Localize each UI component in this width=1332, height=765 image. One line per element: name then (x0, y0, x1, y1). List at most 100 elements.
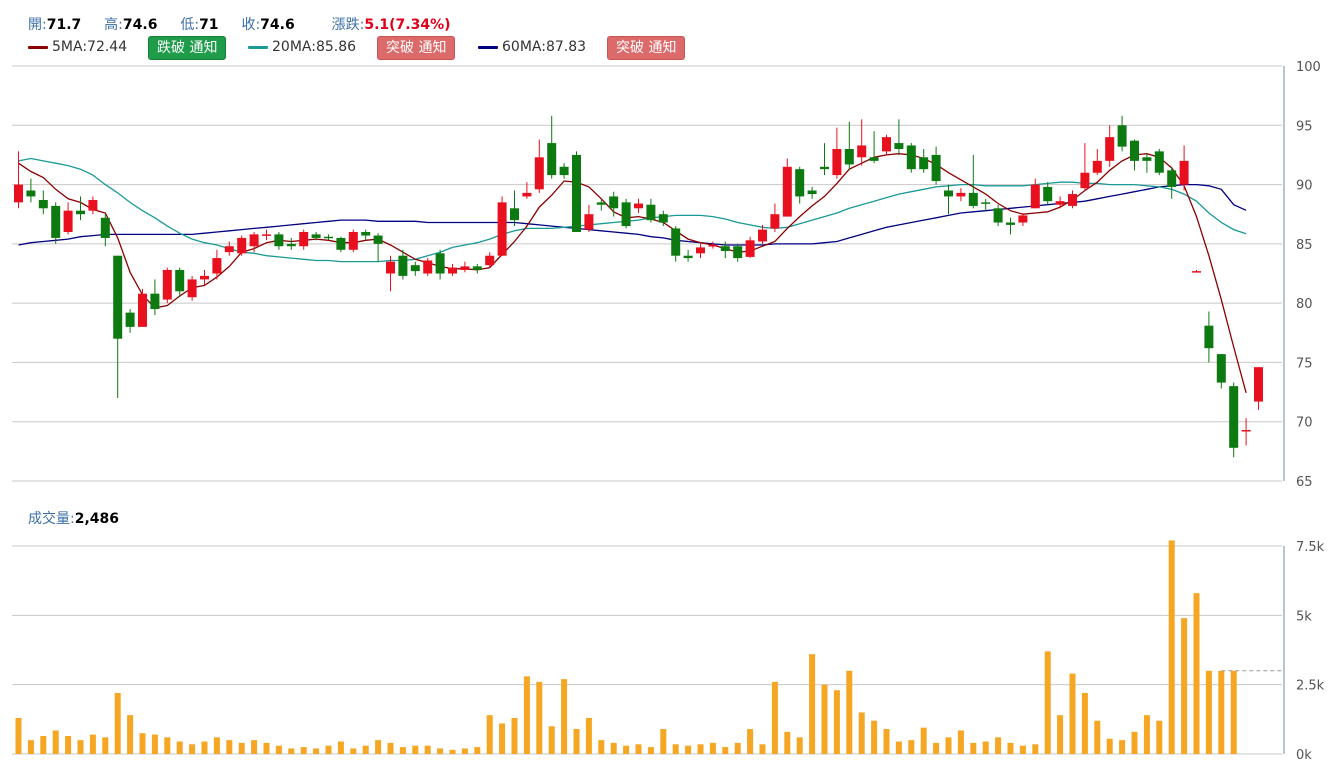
candle (1043, 182, 1053, 205)
ma5-break-notify-button[interactable]: 跌破 通知 (148, 36, 227, 60)
candle-body (894, 143, 904, 149)
price-tick-label: 75 (1296, 356, 1313, 371)
candle (894, 119, 904, 155)
candle (758, 224, 767, 244)
candle (968, 154, 978, 209)
candle-body (1167, 170, 1177, 187)
price-tick-label: 70 (1296, 416, 1313, 431)
candle (485, 252, 495, 268)
candle (348, 229, 358, 253)
volume-bar (300, 747, 307, 754)
volume-bar (734, 742, 741, 754)
volume-bars (15, 540, 1237, 754)
volume-bar (833, 690, 840, 754)
volume-bar (375, 740, 382, 754)
volume-tick-label: 5k (1296, 609, 1312, 624)
volume-bar (920, 727, 927, 754)
volume-bar (474, 747, 481, 754)
volume-bar (747, 729, 754, 754)
candle (596, 198, 606, 211)
candle-body (534, 157, 544, 190)
ma60-breakout-notify-button[interactable]: 突破 通知 (607, 36, 686, 60)
volume-bar (846, 670, 853, 754)
candle-body (795, 169, 805, 197)
candle (100, 214, 110, 247)
candle-body (1179, 160, 1189, 185)
candle (919, 149, 929, 173)
candle (1105, 125, 1115, 167)
candle (944, 184, 953, 215)
candle (1204, 311, 1214, 363)
candle-body (262, 234, 271, 236)
candle-body (410, 265, 420, 272)
candle (249, 232, 259, 253)
candle (63, 202, 73, 235)
low-label: 低: (180, 17, 200, 33)
candle (1117, 115, 1127, 152)
volume-bar (461, 748, 468, 754)
volume-bar (275, 745, 282, 754)
candle (1130, 139, 1139, 171)
candle-body (1229, 386, 1239, 448)
volume-bar (313, 748, 320, 754)
candle (26, 178, 36, 203)
candle (820, 143, 829, 176)
volume-bar (883, 729, 890, 754)
candle-body (423, 260, 433, 274)
volume-bar (573, 729, 580, 754)
volume-bar (1106, 738, 1113, 754)
candle-body (1254, 367, 1263, 402)
candle (559, 163, 569, 179)
candle (324, 234, 333, 241)
volume-grid: 0k 2.5k 5k 7.5k (12, 540, 1325, 763)
candle-body (981, 202, 991, 204)
candle-body (125, 312, 135, 327)
candle (869, 131, 879, 164)
candle (671, 226, 681, 262)
candle (51, 202, 61, 244)
ma20-breakout-notify-button[interactable]: 突破 通知 (377, 36, 456, 60)
candle (634, 198, 643, 214)
volume-bar (213, 737, 220, 754)
volume-bar (1156, 720, 1163, 754)
volume-bar (1044, 651, 1051, 754)
candle-body (708, 245, 718, 247)
volume-bar (585, 717, 592, 754)
price-tick-label: 95 (1296, 119, 1313, 134)
candle-body (1080, 172, 1090, 189)
candle (460, 261, 470, 273)
open-label: 開: (28, 17, 47, 33)
candle (683, 249, 693, 262)
volume-bar (1230, 670, 1237, 754)
candle-body (311, 234, 321, 238)
candle-body (807, 190, 817, 195)
candle-body (584, 214, 594, 230)
candle-body (559, 166, 569, 176)
price-grid: 100 95 90 85 80 75 70 65 (12, 60, 1321, 490)
candle-body (361, 232, 371, 236)
candle (733, 243, 743, 262)
candle-body (1117, 125, 1127, 147)
candle-body (572, 154, 581, 232)
candle-body (398, 255, 408, 276)
candle-body (224, 246, 234, 253)
candle (386, 255, 395, 292)
ohlc-header: 開:71.7 高:74.6 低:71 收:74.6 漲跌:5.1(7.34%) (28, 14, 451, 34)
close-value: 74.6 (260, 17, 295, 33)
low-value: 71 (199, 17, 219, 33)
candle-body (596, 202, 606, 205)
volume-bar (201, 741, 208, 754)
volume-header: 成交量:2,486 (28, 508, 119, 528)
candle (906, 143, 916, 173)
candle (993, 204, 1003, 227)
candle (770, 203, 780, 232)
volume-bar (176, 741, 183, 754)
candle (931, 146, 941, 185)
candle-body (38, 199, 48, 209)
candle-body (646, 204, 656, 221)
volume-bar (127, 715, 134, 754)
candle (795, 166, 805, 204)
high-label: 高: (104, 17, 123, 33)
candle-body (1092, 160, 1102, 173)
volume-bar (1131, 731, 1138, 754)
